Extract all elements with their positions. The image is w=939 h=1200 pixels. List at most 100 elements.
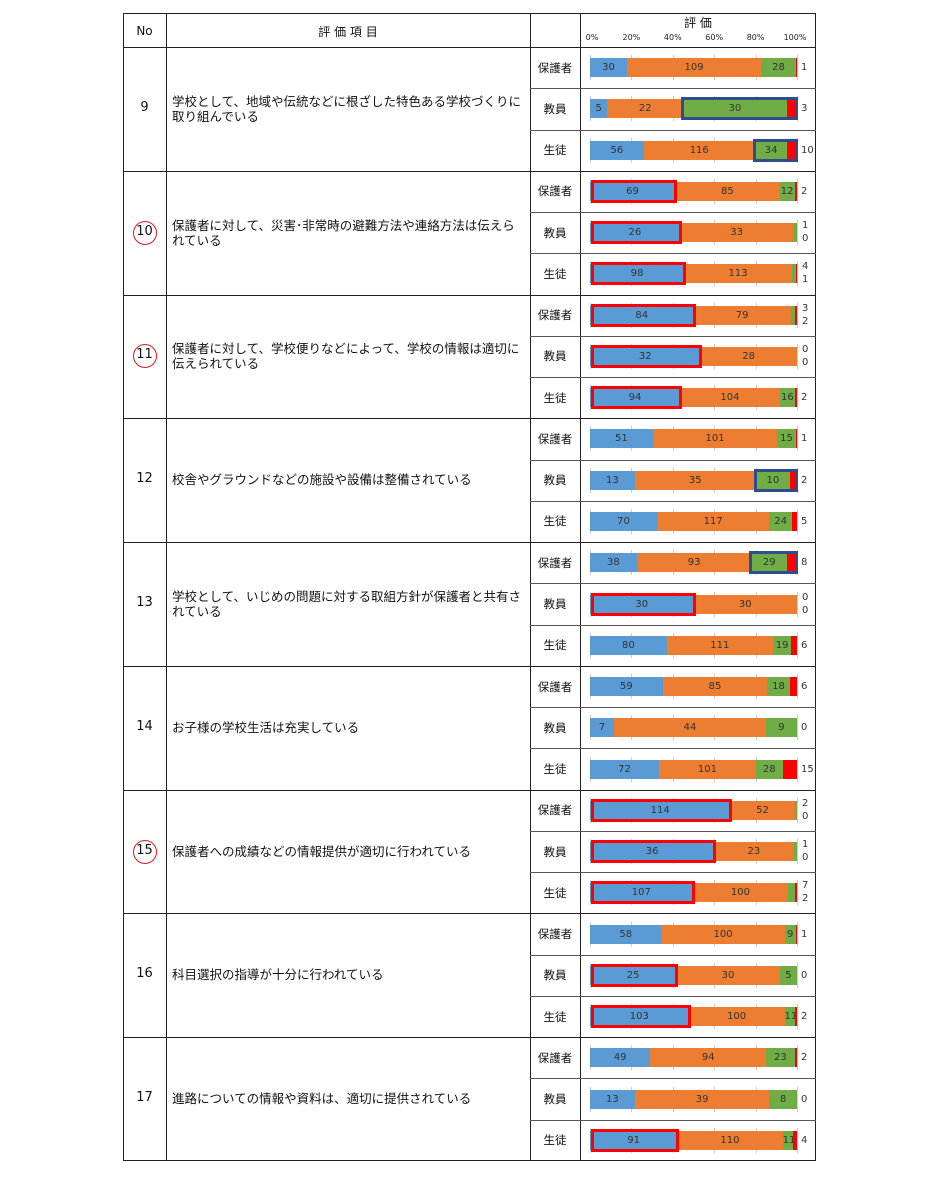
highlight-box-red: [591, 798, 733, 822]
highlight-box-red: [591, 1005, 691, 1029]
highlight-box-blue: [681, 97, 798, 121]
row-divider: [123, 789, 816, 791]
bar-segment-very-poor: [795, 429, 797, 449]
bar-segment-good: 30: [693, 594, 797, 614]
bar-segment-very-poor: [796, 264, 797, 284]
subrow-divider: [530, 748, 816, 750]
gridline: [797, 55, 798, 81]
gridline: [797, 674, 798, 700]
bar-segment-very-poor: [787, 553, 797, 573]
gridline: [797, 1045, 798, 1071]
row-divider: [123, 542, 816, 544]
gridline: [797, 343, 798, 369]
bar-segment-good: 116: [643, 140, 755, 160]
bar-segment-very-good: 38: [590, 553, 637, 573]
outside-value-label: 0: [802, 604, 809, 616]
bar-segment-very-good: 107: [590, 883, 693, 903]
bar-segment-poor: 34: [754, 140, 788, 160]
bar-segment-very-good: 36: [590, 842, 715, 862]
bar-segment-good: 117: [657, 511, 770, 531]
outside-value-label: 8: [801, 557, 808, 569]
bar-segment-very-good: 72: [590, 759, 659, 779]
bar-segment-good: 52: [730, 800, 795, 820]
bar-segment-poor: 10: [755, 470, 791, 490]
bar-segment-very-good: 26: [590, 223, 680, 243]
subrow-divider: [530, 500, 816, 502]
gridline: [797, 508, 798, 534]
bar-segment-very-good: 91: [590, 1130, 678, 1150]
bar-segment-poor: 15: [777, 429, 796, 449]
bar-segment-very-poor: [795, 883, 797, 903]
evaluation-item-text: お子様の学校生活は充実している: [172, 719, 360, 735]
circled-number-mark: [132, 220, 157, 245]
bar-segment-good: 100: [692, 883, 789, 903]
bar-segment-very-poor: [789, 677, 797, 697]
outside-value-label: 2: [802, 315, 809, 327]
bar-segment-poor: 19: [773, 635, 792, 655]
bar-segment-good: 113: [683, 264, 793, 284]
bar-segment-very-good: 32: [590, 346, 701, 366]
gridline: [797, 261, 798, 287]
gridline: [797, 1127, 798, 1153]
highlight-box-red: [591, 1128, 680, 1152]
bar-segment-very-poor: [794, 305, 797, 325]
subrow-divider: [530, 88, 816, 90]
respondent-group-label: 教員: [543, 349, 567, 364]
outside-value-label: 2: [801, 392, 808, 404]
highlight-box-red: [591, 963, 679, 987]
outside-value-label: 0: [802, 591, 809, 603]
axis-tick-label: 20%: [622, 33, 641, 42]
subrow-divider: [530, 253, 816, 255]
highlight-box-red: [591, 303, 696, 327]
gridline: [797, 220, 798, 246]
evaluation-item-text: 学校として、いじめの問題に対する取組方針が保護者と共有されている: [172, 589, 522, 619]
bar-segment-poor: 23: [766, 1048, 795, 1068]
bar-segment-poor: [788, 883, 796, 903]
outside-value-label: 0: [802, 852, 809, 864]
respondent-group-label: 保護者: [537, 679, 573, 694]
outside-value-label: 0: [801, 722, 808, 734]
circled-number-mark: [132, 839, 157, 864]
outside-value-label: 1: [801, 928, 808, 940]
bar-segment-very-good: 58: [590, 924, 662, 944]
bar-segment-good: 22: [607, 99, 684, 119]
gridline: [797, 756, 798, 782]
gridline: [797, 797, 798, 823]
gridline: [797, 1086, 798, 1112]
bar-segment-poor: [790, 305, 795, 325]
bar-segment-very-good: 114: [590, 800, 731, 820]
subrow-divider: [530, 954, 816, 956]
outside-value-label: 0: [801, 969, 808, 981]
bar-segment-poor: 28: [755, 759, 783, 779]
bar-segment-poor: 11: [782, 1130, 795, 1150]
outside-value-label: 0: [801, 1093, 808, 1105]
subrow-divider: [530, 995, 816, 997]
bar-segment-very-good: 7: [590, 718, 615, 738]
respondent-group-label: 保護者: [537, 555, 573, 570]
gridline: [797, 921, 798, 947]
bar-segment-poor: [793, 223, 797, 243]
highlight-box-red: [591, 881, 695, 905]
row-number: 17: [136, 1090, 153, 1106]
bar-segment-very-good: 30: [590, 594, 694, 614]
bar-segment-very-poor: [795, 388, 797, 408]
bar-segment-good: 109: [626, 58, 762, 78]
bar-segment-very-good: 80: [590, 635, 667, 655]
respondent-group-label: 生徒: [543, 638, 567, 653]
axis-tick-label: 60%: [705, 33, 724, 42]
outside-value-label: 1: [802, 839, 809, 851]
outside-value-label: 2: [802, 797, 809, 809]
outside-value-label: 1: [802, 220, 809, 232]
bar-segment-very-good: 13: [590, 470, 635, 490]
subrow-divider: [530, 377, 816, 379]
column-divider: [530, 13, 531, 1161]
bar-segment-good: 28: [700, 346, 797, 366]
respondent-group-label: 教員: [543, 473, 567, 488]
bar-segment-very-poor: [795, 1007, 797, 1027]
bar-segment-good: 35: [634, 470, 756, 490]
axis-tick-label: 40%: [663, 33, 682, 42]
row-divider: [123, 418, 816, 420]
row-divider: [123, 294, 816, 296]
outside-value-label: 0: [802, 810, 809, 822]
subrow-divider: [530, 1119, 816, 1121]
